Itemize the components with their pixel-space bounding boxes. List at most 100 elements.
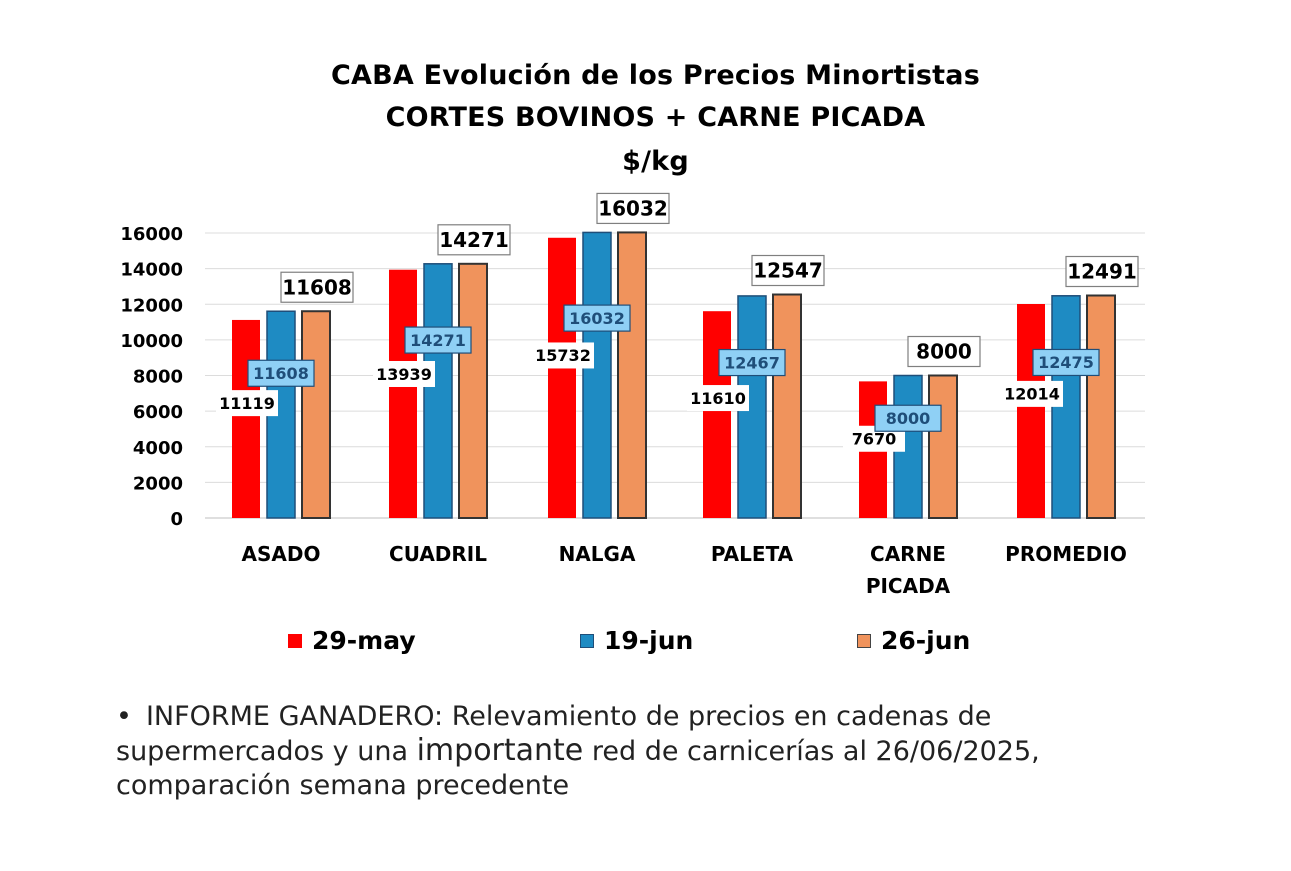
data-label-text: 13939 bbox=[376, 365, 432, 384]
data-label-text: 7670 bbox=[852, 430, 897, 449]
data-label-box bbox=[1032, 348, 1100, 377]
report-note: • INFORME GANADERO: Relevamiento de preci… bbox=[116, 700, 1176, 803]
data-label-text: 12467 bbox=[724, 353, 780, 372]
category-label-cuadril: CUADRIL bbox=[389, 542, 487, 566]
bar-paleta-19-jun bbox=[737, 295, 767, 519]
data-label-carne-picada-26-jun: 8000 bbox=[907, 335, 981, 368]
chart-legend: 29-may 19-jun 26-jun bbox=[0, 626, 1291, 662]
bar-paleta-29-may bbox=[703, 311, 731, 518]
data-label-box bbox=[596, 192, 670, 225]
data-label-promedio-26-jun: 12491 bbox=[1065, 255, 1139, 288]
chart-title: CABA Evolución de los Precios Minortista… bbox=[331, 60, 980, 91]
bar-carne-picada-26-jun bbox=[928, 374, 958, 519]
chart-unit: $/kg bbox=[622, 146, 689, 177]
data-label-box bbox=[404, 326, 472, 354]
data-label-nalga-19-jun: 16032 bbox=[563, 304, 631, 332]
data-label-box bbox=[216, 390, 278, 417]
data-label-box bbox=[532, 342, 594, 369]
data-label-box bbox=[1065, 255, 1139, 288]
data-label-box bbox=[874, 404, 942, 432]
data-label-text: 11119 bbox=[219, 394, 275, 413]
data-label-box bbox=[563, 304, 631, 332]
data-label-paleta-26-jun: 12547 bbox=[751, 254, 825, 287]
category-label-carne-picada: PICADA bbox=[866, 574, 951, 598]
legend-item-26-jun: 26-jun bbox=[857, 626, 970, 655]
data-label-text: 12547 bbox=[753, 259, 823, 283]
data-label-box bbox=[907, 335, 981, 368]
category-label-nalga: NALGA bbox=[559, 542, 636, 566]
data-label-text: 11608 bbox=[282, 275, 352, 299]
bar-nalga-19-jun bbox=[582, 231, 612, 519]
data-label-text: 12014 bbox=[1004, 385, 1060, 404]
bar-promedio-26-jun bbox=[1086, 294, 1116, 519]
bar-cuadril-19-jun bbox=[423, 263, 453, 519]
y-tick-label: 4000 bbox=[133, 438, 183, 459]
legend-item-19-jun: 19-jun bbox=[580, 626, 693, 655]
data-label-box bbox=[687, 385, 749, 412]
data-label-box bbox=[751, 254, 825, 287]
data-label-nalga-26-jun: 16032 bbox=[596, 192, 670, 225]
data-label-box bbox=[247, 359, 315, 387]
data-label-text: 12475 bbox=[1038, 353, 1094, 372]
data-label-asado-29-may: 11119 bbox=[216, 390, 278, 417]
data-label-text: 15732 bbox=[535, 346, 591, 365]
bar-nalga-26-jun bbox=[617, 231, 647, 519]
bar-asado-26-jun bbox=[301, 310, 331, 520]
data-label-text: 12491 bbox=[1067, 260, 1137, 284]
data-label-box bbox=[437, 224, 511, 256]
data-label-carne-picada-19-jun: 8000 bbox=[874, 404, 942, 432]
legend-item-29-may: 29-may bbox=[288, 626, 416, 655]
bar-asado-19-jun bbox=[266, 310, 296, 519]
data-label-box bbox=[373, 360, 435, 387]
category-label-promedio: PROMEDIO bbox=[1005, 542, 1127, 566]
y-tick-label: 6000 bbox=[133, 402, 183, 423]
data-label-asado-19-jun: 11608 bbox=[247, 359, 315, 387]
data-label-box bbox=[280, 271, 354, 303]
data-label-text: 8000 bbox=[916, 340, 972, 364]
legend-swatch-29-may bbox=[288, 633, 302, 648]
y-tick-label: 16000 bbox=[120, 224, 183, 245]
data-label-text: 16032 bbox=[569, 309, 625, 328]
bar-cuadril-26-jun bbox=[458, 262, 488, 520]
data-label-box bbox=[1001, 380, 1063, 407]
data-label-text: 16032 bbox=[598, 197, 668, 221]
note-emphasis: importante bbox=[416, 733, 584, 768]
y-tick-label: 14000 bbox=[120, 260, 183, 281]
category-label-paleta: PALETA bbox=[711, 542, 794, 566]
data-label-text: 11610 bbox=[690, 389, 746, 408]
data-label-promedio-19-jun: 12475 bbox=[1032, 348, 1100, 377]
category-label-asado: ASADO bbox=[242, 542, 321, 566]
y-tick-label: 0 bbox=[170, 509, 183, 530]
legend-label-29-may: 29-may bbox=[312, 626, 416, 655]
y-tick-label: 10000 bbox=[120, 331, 183, 352]
data-label-promedio-29-may: 12014 bbox=[1001, 380, 1063, 407]
bullet-glyph: • bbox=[116, 701, 132, 732]
bar-promedio-29-may bbox=[1017, 304, 1045, 518]
chart-subtitle: CORTES BOVINOS + CARNE PICADA bbox=[385, 102, 926, 133]
data-label-cuadril-29-may: 13939 bbox=[373, 360, 435, 387]
data-label-asado-26-jun: 11608 bbox=[280, 271, 354, 303]
data-label-text: 14271 bbox=[410, 331, 466, 350]
data-label-text: 14271 bbox=[439, 228, 509, 252]
bar-promedio-19-jun bbox=[1051, 295, 1081, 519]
data-label-text: 8000 bbox=[886, 409, 931, 428]
bar-nalga-29-may bbox=[548, 237, 576, 518]
bar-paleta-26-jun bbox=[772, 293, 802, 519]
y-tick-label: 2000 bbox=[133, 473, 183, 494]
data-label-nalga-29-may: 15732 bbox=[532, 342, 594, 369]
y-tick-label: 8000 bbox=[133, 367, 183, 388]
y-tick-label: 12000 bbox=[120, 295, 183, 316]
data-label-text: 11608 bbox=[253, 364, 309, 383]
note-text-2: red de carnicerías al 26/06/2025, compar… bbox=[116, 736, 1040, 801]
note-text-1: INFORME GANADERO: Relevamiento de precio… bbox=[116, 701, 992, 767]
data-label-paleta-29-may: 11610 bbox=[687, 385, 749, 412]
data-label-paleta-19-jun: 12467 bbox=[718, 348, 786, 377]
category-label-carne-picada: CARNE bbox=[870, 542, 946, 566]
data-label-box bbox=[718, 348, 786, 377]
bar-chart: 0 2000 4000 6000 8000 10000 12000 14000 16000 111… bbox=[120, 192, 1145, 598]
legend-label-26-jun: 26-jun bbox=[881, 626, 971, 655]
legend-swatch-26-jun bbox=[857, 633, 871, 648]
legend-swatch-19-jun bbox=[580, 633, 594, 648]
data-label-cuadril-19-jun: 14271 bbox=[404, 326, 472, 354]
data-label-cuadril-26-jun: 14271 bbox=[437, 224, 511, 256]
